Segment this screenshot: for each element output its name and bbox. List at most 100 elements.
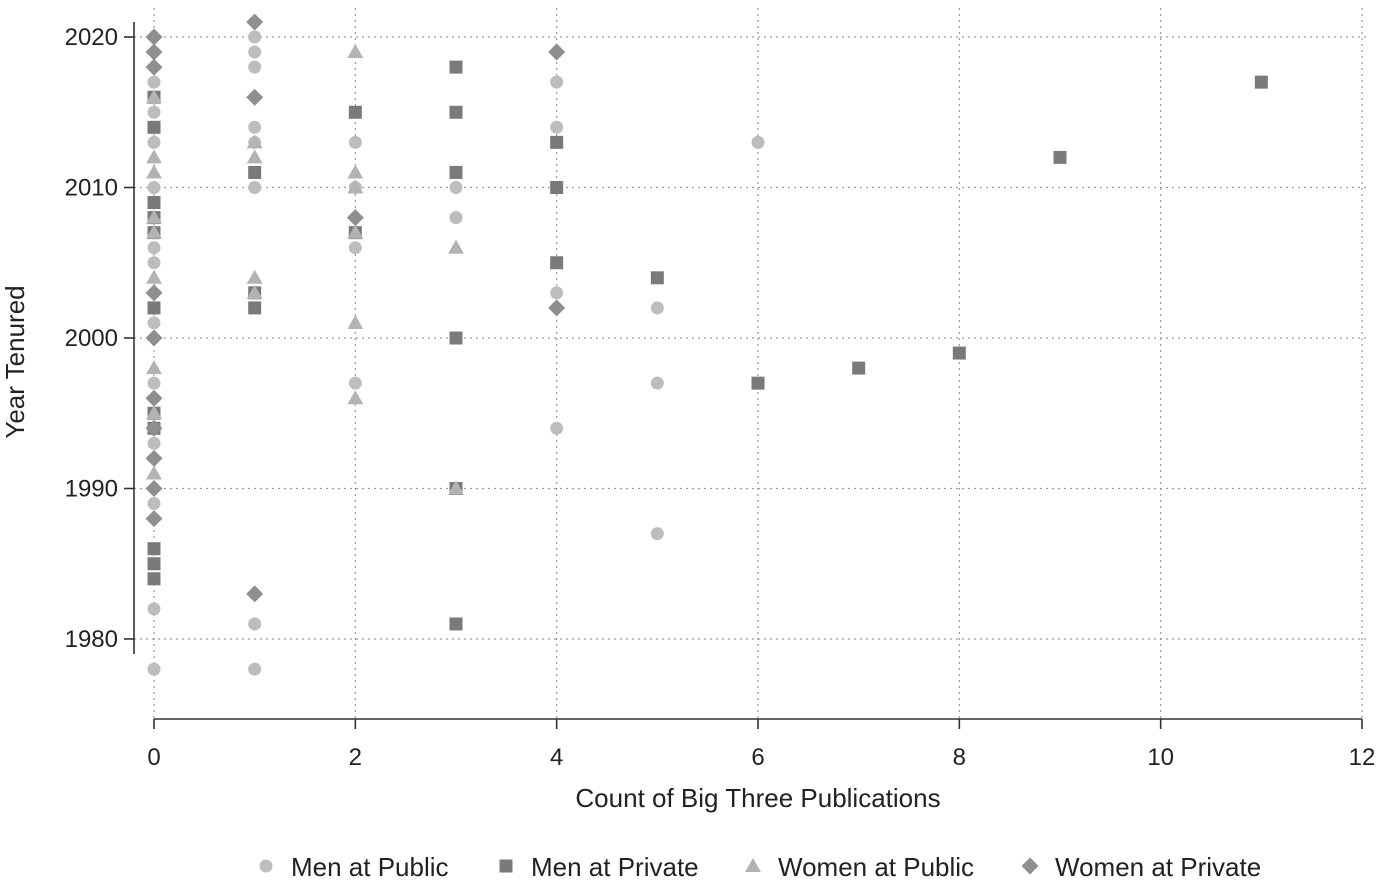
x-tick-label: 8 <box>953 744 966 771</box>
data-point <box>147 301 161 315</box>
data-point <box>248 45 262 59</box>
data-point <box>145 389 163 407</box>
data-point <box>246 585 264 603</box>
x-tick-label: 12 <box>1349 744 1376 771</box>
data-point <box>147 572 161 586</box>
y-tick-label: 2010 <box>65 175 118 202</box>
data-point <box>347 179 364 194</box>
legend-item: Women at Public <box>745 852 974 882</box>
data-point <box>449 617 463 631</box>
data-point <box>548 43 566 61</box>
x-tick-label: 4 <box>550 744 563 771</box>
data-point <box>248 165 262 179</box>
data-point <box>146 89 162 104</box>
data-point <box>248 662 262 676</box>
legend-marker <box>499 859 513 873</box>
data-point <box>246 284 263 299</box>
data-point <box>145 510 163 528</box>
data-point <box>348 241 362 255</box>
data-point <box>548 299 566 317</box>
data-point <box>449 105 463 119</box>
data-point <box>248 181 262 194</box>
data-point <box>449 181 463 194</box>
data-point <box>650 527 664 541</box>
data-point <box>147 602 161 616</box>
data-point <box>147 75 161 89</box>
data-point <box>550 75 564 89</box>
data-point <box>147 436 161 450</box>
legend-item: Men at Public <box>259 852 449 882</box>
legend: Men at Public Men at Private Women at Publ… <box>259 852 1261 882</box>
x-tick-label: 0 <box>147 744 160 771</box>
legend-marker <box>745 858 761 872</box>
data-point <box>751 135 765 149</box>
data-point <box>147 241 161 255</box>
data-point <box>146 164 162 179</box>
data-point <box>147 196 161 210</box>
data-point <box>246 88 264 106</box>
data-point <box>550 135 564 149</box>
data-point <box>145 329 163 347</box>
data-point <box>347 390 364 405</box>
legend-label: Men at Private <box>531 852 699 882</box>
legend-marker <box>259 859 273 873</box>
data-point <box>952 346 966 360</box>
y-tick-label: 1990 <box>65 476 118 503</box>
data-points <box>145 13 1268 676</box>
data-point <box>1254 75 1268 89</box>
data-point <box>246 13 264 31</box>
data-point <box>145 480 163 497</box>
data-point <box>248 30 262 44</box>
y-tick-label: 2000 <box>65 325 118 352</box>
y-axis-ticks: 1980 1990 2000 2010 2020 <box>65 24 134 653</box>
data-point <box>449 165 463 179</box>
data-point <box>550 421 564 435</box>
legend-label: Men at Public <box>291 852 449 882</box>
data-point <box>147 105 161 119</box>
data-point <box>347 164 364 179</box>
data-point <box>146 360 162 375</box>
data-point <box>248 301 262 315</box>
data-point <box>146 465 162 480</box>
data-point <box>751 376 765 390</box>
legend-item: Women at Private <box>1021 852 1261 882</box>
data-point <box>146 149 162 164</box>
legend-item: Men at Private <box>499 852 699 882</box>
data-point <box>348 135 362 149</box>
series-men-at-private <box>147 60 1268 631</box>
data-point <box>147 542 161 556</box>
data-point <box>650 376 664 390</box>
x-axis-title: Count of Big Three Publications <box>575 783 940 813</box>
data-point <box>347 224 364 239</box>
axes <box>133 22 1362 720</box>
data-point <box>145 43 163 61</box>
data-point <box>147 135 161 149</box>
data-point <box>650 271 664 285</box>
data-point <box>550 120 564 134</box>
data-point <box>145 284 163 302</box>
data-point <box>346 209 364 227</box>
data-point <box>146 269 162 284</box>
data-point <box>147 181 161 194</box>
data-point <box>650 301 664 315</box>
data-point <box>347 44 364 59</box>
x-tick-label: 10 <box>1147 744 1174 771</box>
data-point <box>145 28 163 46</box>
data-point <box>146 209 162 224</box>
x-tick-label: 2 <box>349 744 362 771</box>
data-point <box>248 120 262 134</box>
data-point <box>147 376 161 390</box>
data-point <box>550 181 564 194</box>
data-point <box>147 120 161 134</box>
data-point <box>146 405 162 420</box>
data-point <box>146 224 162 239</box>
grid-lines <box>134 8 1367 719</box>
data-point <box>145 419 163 437</box>
x-tick-label: 6 <box>751 744 764 771</box>
data-point <box>448 480 464 495</box>
data-point <box>348 105 362 119</box>
y-tick-label: 1980 <box>65 626 118 653</box>
data-point <box>1053 150 1067 164</box>
y-axis-title: Year Tenured <box>0 285 30 438</box>
